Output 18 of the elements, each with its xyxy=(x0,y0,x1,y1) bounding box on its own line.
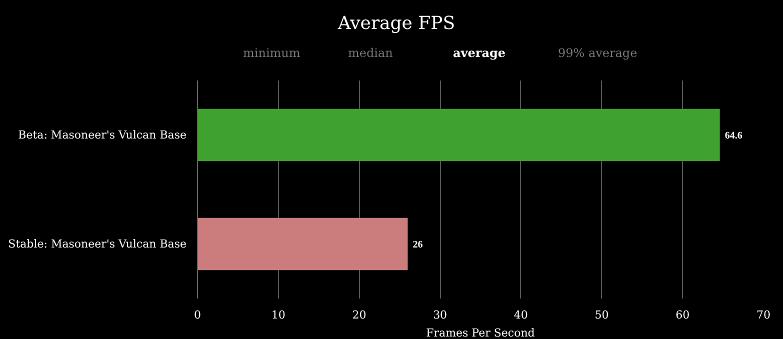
y-tick-label: Stable: Masoneer's Vulcan Base xyxy=(8,238,186,250)
x-tick-label: 20 xyxy=(352,308,366,322)
chart-title: Average FPS xyxy=(338,12,456,36)
x-tick-label: 40 xyxy=(514,308,528,322)
x-tick-label: 60 xyxy=(676,308,690,322)
data-label: 26 xyxy=(412,240,423,250)
data-label: 64.6 xyxy=(724,130,742,142)
x-axis-title: Frames Per Second xyxy=(426,326,535,339)
x-tick-label: 0 xyxy=(194,308,201,322)
x-tick-label: 10 xyxy=(271,308,286,322)
text: median xyxy=(348,45,393,62)
x-tick-label: 50 xyxy=(594,308,609,322)
text: average xyxy=(453,45,506,62)
text: 99% average xyxy=(558,45,638,62)
y-tick-label: Beta: Masoneer's Vulcan Base xyxy=(18,128,187,142)
x-tick-label: 70 xyxy=(756,308,770,322)
x-tick-label: 30 xyxy=(433,308,448,322)
text: minimum xyxy=(243,45,300,62)
